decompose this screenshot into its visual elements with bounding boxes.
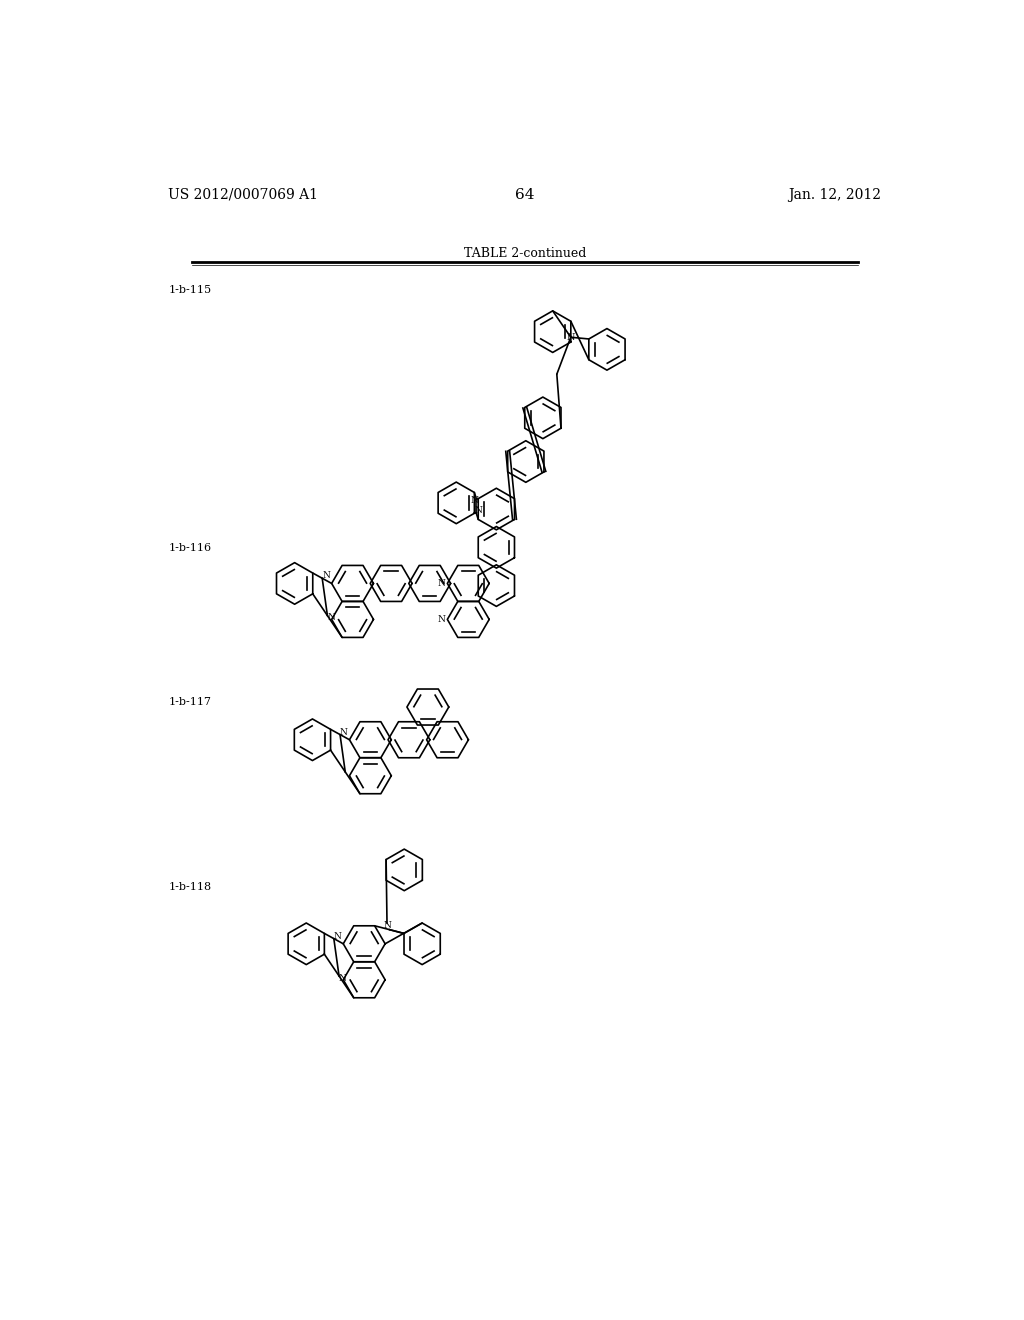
Text: N: N [334, 932, 342, 941]
Text: 1-b-118: 1-b-118 [168, 882, 211, 892]
Text: 1-b-116: 1-b-116 [168, 544, 211, 553]
Text: 64: 64 [515, 187, 535, 202]
Text: 1-b-115: 1-b-115 [168, 285, 211, 296]
Text: N: N [339, 974, 347, 983]
Text: N: N [438, 579, 445, 587]
Text: N: N [328, 614, 335, 623]
Text: TABLE 2-continued: TABLE 2-continued [464, 247, 586, 260]
Text: US 2012/0007069 A1: US 2012/0007069 A1 [168, 187, 318, 202]
Text: N: N [438, 615, 445, 624]
Text: N: N [383, 921, 391, 931]
Text: N: N [566, 333, 575, 342]
Text: N: N [475, 507, 482, 516]
Text: Jan. 12, 2012: Jan. 12, 2012 [788, 187, 882, 202]
Text: N: N [470, 496, 478, 504]
Text: 1-b-117: 1-b-117 [168, 697, 211, 708]
Text: N: N [323, 572, 330, 581]
Text: N: N [340, 727, 348, 737]
